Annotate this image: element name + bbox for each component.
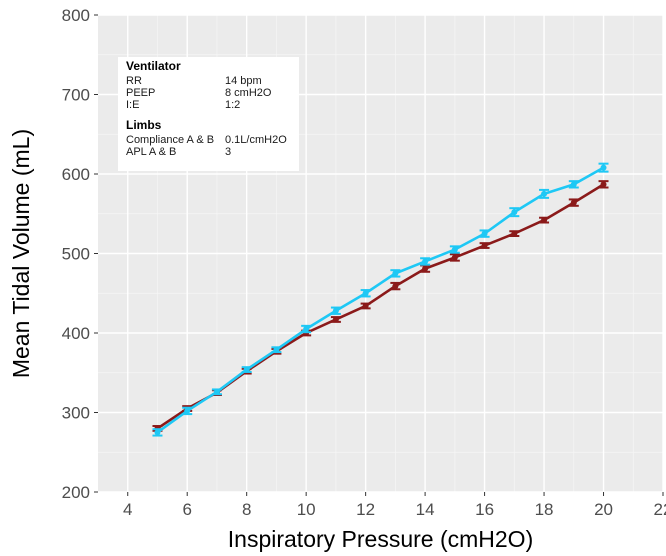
legend-param-label: Compliance A & B [126,134,214,146]
axes: 4 6 8 10 12 14 16 18 20 22 200 300 400 500 600 700 800 [62,6,666,519]
series-2 [152,162,609,437]
x-tick-label: 10 [297,500,316,519]
legend-param-value: 3 [225,146,231,158]
data-point [184,407,191,414]
data-point [570,181,577,188]
x-axis-title: Inspiratory Pressure (cmH2O) [228,526,533,552]
parameter-legend-box: Ventilator RR 14 bpm PEEP 8 cmH2O I:E 1:2 Limbs… [118,57,299,171]
legend-param-label: I:E [126,99,139,111]
x-tick-label: 6 [182,500,191,519]
data-point [213,388,220,395]
y-tick-label: 200 [62,483,90,502]
y-tick-label: 800 [62,6,90,25]
x-tick-label: 20 [594,500,613,519]
data-point [451,246,458,253]
legend-box-background [118,57,299,171]
data-point [511,209,518,216]
x-tick-label: 18 [535,500,554,519]
y-axis-title: Mean Tidal Volume (mL) [8,129,34,378]
legend-param-label: RR [126,75,142,87]
data-point [243,366,250,373]
data-point [362,302,369,309]
x-tick-label: 8 [242,500,251,519]
data-point [600,164,607,171]
data-point [154,429,161,436]
data-point [541,190,548,197]
data-point [303,326,310,333]
x-tick-label: 14 [416,500,435,519]
y-tick-label: 700 [62,86,90,105]
data-point [570,199,577,206]
legend-param-value: 14 bpm [225,75,262,87]
y-tick-label: 600 [62,165,90,184]
data-point [362,290,369,297]
legend-param-value: 1:2 [225,99,240,111]
data-point [332,316,339,323]
y-tick-label: 300 [62,404,90,423]
legend-section-heading: Ventilator [126,59,181,73]
data-point [422,258,429,265]
legend-section-heading: Limbs [126,118,162,132]
data-point [541,217,548,224]
data-point [392,270,399,277]
legend-param-value: 0.1L/cmH2O [225,134,287,146]
legend-param-value: 8 cmH2O [225,87,272,99]
x-tick-label: 22 [654,500,666,519]
data-point [451,254,458,261]
data-series [152,162,609,437]
legend-param-label: PEEP [126,87,155,99]
data-point [392,283,399,290]
data-point [600,181,607,188]
data-point [481,242,488,249]
series-line [156,166,605,434]
x-tick-label: 12 [356,500,375,519]
data-point [511,230,518,237]
y-tick-label: 400 [62,324,90,343]
data-point [422,265,429,272]
data-point [332,307,339,314]
x-tick-label: 4 [123,500,132,519]
data-point [481,230,488,237]
data-point [273,346,280,353]
legend-param-label: APL A & B [126,146,176,158]
y-tick-label: 500 [62,245,90,264]
x-tick-label: 16 [475,500,494,519]
